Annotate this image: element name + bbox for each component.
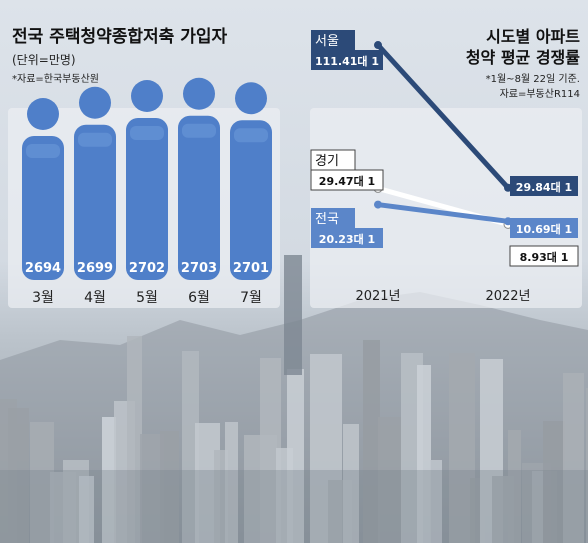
series-name-label: 전국 <box>315 212 339 227</box>
series-name-label: 서울 <box>315 34 339 49</box>
right-chart-source: 자료=부동산R114 <box>500 88 580 100</box>
building <box>586 388 588 543</box>
right-chart-note: *1월~8월 22일 기준. <box>486 73 580 85</box>
x-tick-label: 5월 <box>136 290 158 306</box>
building <box>102 417 116 543</box>
x-tick-label: 3월 <box>32 290 54 306</box>
bar-value-label: 2699 <box>77 261 113 276</box>
bar-6월 <box>178 115 220 280</box>
bar-shoulder <box>234 128 268 143</box>
building <box>79 476 94 543</box>
value-label-2021: 20.23대 1 <box>319 232 375 246</box>
value-label-2021: 111.41대 1 <box>315 54 379 68</box>
bar-shoulder <box>26 144 60 158</box>
bar-shoulder <box>130 126 164 140</box>
value-label-2022: 8.93대 1 <box>520 250 569 264</box>
bar-value-label: 2703 <box>181 261 217 276</box>
right-chart-title-line2: 청약 평균 경쟁률 <box>466 48 580 67</box>
building <box>287 369 304 543</box>
bar-7월 <box>230 120 272 280</box>
building <box>417 365 431 543</box>
badge-value-box <box>310 169 384 191</box>
left-chart-title: 전국 주택청약종합저축 가입자 <box>12 26 228 47</box>
value-label-2021: 29.47대 1 <box>319 174 375 188</box>
x-tick-label: 7월 <box>240 290 262 306</box>
line-series: 2021년 2022년 서울 111.41대 1 29.84대 1 경기 29.47대 1 8… <box>310 30 579 304</box>
bar-head-6월 <box>183 77 215 110</box>
badge-name-box <box>311 30 355 50</box>
building <box>225 422 238 543</box>
bar-5월 <box>126 118 168 280</box>
series-line-서울 <box>375 42 511 191</box>
series-name-label: 경기 <box>315 154 339 169</box>
bar-head-3월 <box>27 98 59 130</box>
right-chart-title-line1: 시도별 아파트 <box>486 27 580 46</box>
badge-name-box <box>311 208 355 228</box>
buildings <box>0 255 588 543</box>
bar-head-7월 <box>235 82 267 115</box>
series-line-전국 <box>375 202 511 224</box>
building <box>260 358 281 543</box>
value-label-2022: 10.69대 1 <box>516 222 572 236</box>
value-label-2022: 29.84대 1 <box>516 180 572 194</box>
point-전국-2021 <box>374 200 382 209</box>
bar-shoulder <box>182 123 216 138</box>
bar-value-label: 2702 <box>129 261 165 276</box>
left-chart-source: *자료=한국부동산원 <box>12 73 99 85</box>
bar-3월 <box>22 136 64 280</box>
building <box>363 340 380 543</box>
building <box>8 408 29 543</box>
badge-value-box-2022 <box>510 176 578 196</box>
building <box>160 431 179 543</box>
building <box>543 421 565 543</box>
bar-value-label: 2701 <box>233 261 269 276</box>
badge-value-box <box>311 228 383 248</box>
point-서울-2021 <box>374 41 382 50</box>
building <box>563 373 584 543</box>
x-tick-label: 2022년 <box>485 289 530 304</box>
x-tick-label: 4월 <box>84 290 106 306</box>
bar-shoulder <box>78 132 112 147</box>
building <box>127 336 142 543</box>
badge-value-box-2022 <box>509 245 579 267</box>
x-tick-label: 6월 <box>188 290 210 306</box>
tower <box>284 255 302 375</box>
badge-value-box-2022 <box>510 218 578 238</box>
x-tick-label: 2021년 <box>355 289 400 304</box>
building <box>508 430 521 543</box>
building <box>182 351 199 543</box>
bar-value-label: 2694 <box>25 261 61 276</box>
bar-head-4월 <box>79 86 111 119</box>
bar-4월 <box>74 124 116 280</box>
left-chart-unit: (단위=만명) <box>12 53 76 67</box>
bar-series: 2694 3월 2699 4월 2702 5월 2703 6월 2701 7월 <box>22 77 272 306</box>
badge-value-box <box>311 50 383 70</box>
building <box>214 450 228 543</box>
building <box>378 417 402 543</box>
building <box>343 424 359 543</box>
bar-head-5월 <box>131 80 163 112</box>
building <box>430 460 442 543</box>
